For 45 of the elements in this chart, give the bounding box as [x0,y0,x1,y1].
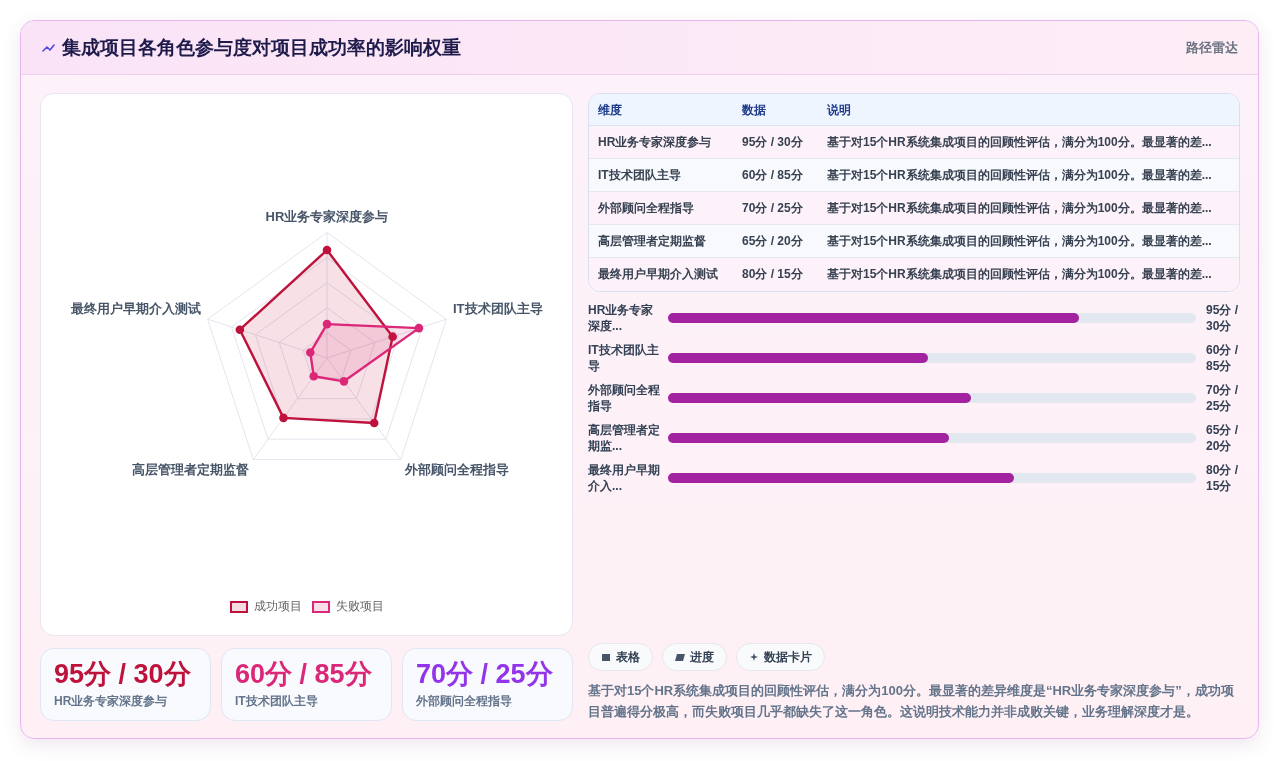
legend-label: 成功项目 [253,598,302,615]
text: 表格 [616,648,640,666]
text: 80分 / 15分 [742,267,803,281]
text: 维度 [598,102,622,119]
data-label: 80分 / 15分 [1206,462,1239,494]
y-tick-label: 高层管理者定期监... [588,422,661,454]
text: 70分 / 25分 [742,201,803,215]
data-label: 70分 / 25分 [1206,382,1239,414]
text: 进度 [690,648,714,666]
text: 路径雷达 [1186,39,1238,57]
text: 基于对15个HR系统集成项目的回顾性评估，满分为100分。最显著的差... [827,200,1212,217]
text: 数据卡片 [764,648,812,666]
spoke-label: HR业务专家深度参与 [265,209,389,224]
text: 95分 / 30分 [54,659,191,689]
spoke-label: 最终用户早期介入测试 [69,300,201,316]
category-label: HR业务专家深度参与 [54,693,168,709]
text: 65分 / 20分 [742,234,803,248]
text: 说明 [827,102,851,119]
category-label: IT技术团队主导 [235,693,318,709]
text: 数据 [742,102,766,119]
text: 70分 / 25分 [416,659,553,689]
y-tick-label: IT技术团队主导 [588,342,660,374]
data-label: 95分 / 30分 [1206,302,1239,334]
text: 60分 / 85分 [235,659,372,689]
text: 基于对15个HR系统集成项目的回顾性评估，满分为100分。最显著的差... [827,167,1212,184]
data-label: 60分 / 85分 [1206,342,1239,374]
y-tick-label: HR业务专家深度... [588,302,655,334]
category-label: 最终用户早期介入测试 [598,266,718,283]
text: 基于对15个HR系统集成项目的回顾性评估，满分为100分。最显著的差异维度是“HR业务专家深度参与”，成功项目普遍得分极高，而失败项目几乎都缺失了这一角色。这说明技术能力并非成败关键，业务理解深度才是。 [588,682,1235,721]
text: 集成项目各角色参与度对项目成功率的影响权重 [62,36,461,60]
category-label: HR业务专家深度参与 [598,134,712,151]
category-label: 高层管理者定期监督 [598,233,706,250]
spoke-label: 外部顾问全程指导 [403,461,509,477]
text: 60分 / 85分 [742,168,803,182]
data-label: 65分 / 20分 [1206,422,1239,454]
y-tick-label: 最终用户早期介入... [588,462,661,494]
text: 95分 / 30分 [742,135,803,149]
y-tick-label: 外部顾问全程指导 [588,382,661,414]
text: 基于对15个HR系统集成项目的回顾性评估，满分为100分。最显著的差... [827,134,1212,151]
category-label: 外部顾问全程指导 [416,693,512,709]
text: 基于对15个HR系统集成项目的回顾性评估，满分为100分。最显著的差... [827,233,1212,250]
text: 基于对15个HR系统集成项目的回顾性评估，满分为100分。最显著的差... [827,266,1212,283]
spoke-label: 高层管理者定期监督 [132,461,251,477]
spoke-label: IT技术团队主导 [453,300,543,316]
legend-label: 失败项目 [335,598,384,615]
